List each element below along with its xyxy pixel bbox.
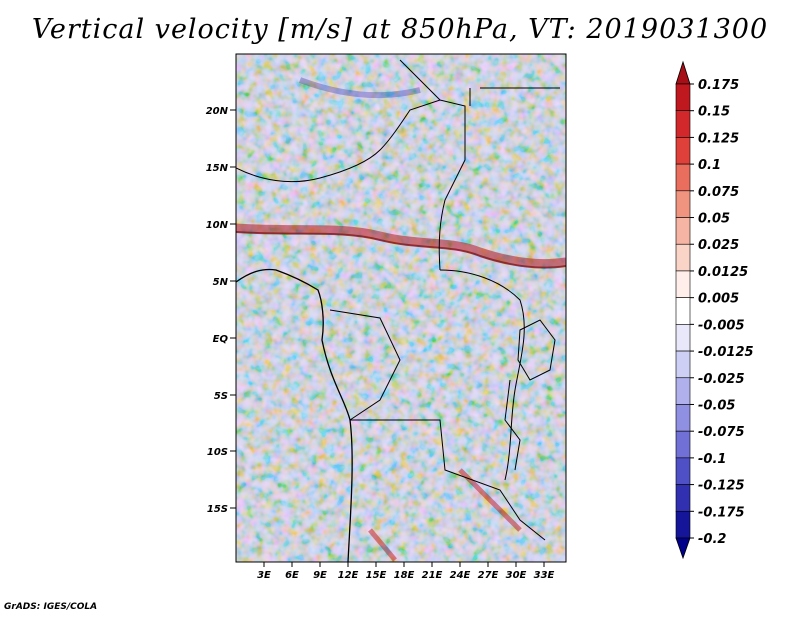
svg-text:10N: 10N [206, 220, 229, 231]
coastline [236, 268, 353, 562]
svg-text:20N: 20N [206, 106, 229, 117]
colorbar-swatch [675, 217, 691, 245]
lat-tick: 5S [214, 391, 236, 402]
colorbar-swatch [675, 110, 691, 138]
lat-tick: 5N [213, 277, 236, 288]
colorbar-swatch [675, 404, 691, 432]
colorbar: 0.175 0.15 0.125 0.1 0.075 0.05 0.025 0.0125 0.0… [675, 60, 754, 560]
ascent-band [236, 223, 566, 268]
lon-tick: 9E [313, 562, 327, 581]
lon-tick: 24E [450, 562, 471, 581]
svg-text:15N: 15N [206, 163, 229, 174]
colorbar-label: 0.0125 [698, 265, 748, 280]
svg-text:18E: 18E [394, 570, 415, 581]
colorbar-label: 0.075 [698, 185, 739, 200]
lon-tick: 21E [422, 562, 443, 581]
colorbar-label: 0.1 [698, 158, 721, 173]
svg-text:27E: 27E [478, 570, 499, 581]
colorbar-swatch [675, 137, 691, 165]
colorbar-top-arrow [675, 60, 691, 85]
svg-text:5N: 5N [213, 277, 229, 288]
colorbar-label: -0.1 [698, 452, 726, 467]
lake-outline [517, 319, 556, 381]
colorbar-label: 0.125 [698, 131, 739, 146]
lat-tick: 15N [206, 163, 236, 174]
colorbar-swatch [675, 270, 691, 298]
colorbar-label: -0.075 [698, 425, 745, 440]
colorbar-label: -0.0125 [698, 345, 754, 360]
footer-credit: GrADS: IGES/COLA [4, 602, 98, 612]
svg-text:EQ: EQ [213, 334, 229, 345]
svg-text:9E: 9E [313, 570, 327, 581]
svg-text:24E: 24E [450, 570, 471, 581]
colorbar-swatch [675, 430, 691, 459]
svg-text:5S: 5S [214, 391, 228, 402]
svg-text:15S: 15S [207, 504, 228, 515]
svg-text:3E: 3E [257, 570, 271, 581]
lat-tick: 15S [207, 504, 236, 515]
colorbar-swatch [675, 297, 691, 325]
colorbar-label: 0.175 [698, 78, 739, 93]
lat-tick: EQ [213, 334, 236, 345]
svg-text:12E: 12E [338, 570, 359, 581]
colorbar-swatch [675, 350, 691, 379]
colorbar-label: -0.175 [698, 505, 745, 520]
lon-tick: 6E [285, 562, 299, 581]
lat-axis: 20N 15N 10N 5N EQ 5S 10S 15S [206, 106, 236, 515]
map-plot-area [236, 54, 566, 562]
svg-text:21E: 21E [422, 570, 443, 581]
lat-tick: 20N [206, 106, 236, 117]
colorbar-swatch [675, 83, 691, 112]
lat-tick: 10S [207, 447, 236, 458]
svg-text:6E: 6E [285, 570, 299, 581]
colorbar-label: -0.025 [698, 372, 745, 387]
lon-tick: 3E [257, 562, 271, 581]
svg-text:30E: 30E [506, 570, 527, 581]
colorbar-label: -0.05 [698, 398, 735, 413]
lon-axis: 3E 6E 9E 12E 15E 18E 21E 24E 27E 30E 33E [257, 562, 555, 581]
svg-text:10S: 10S [207, 447, 228, 458]
lon-tick: 15E [366, 562, 387, 581]
colorbar-swatch [675, 243, 691, 272]
colorbar-label: 0.15 [698, 105, 730, 120]
colorbar-label: 0.05 [698, 212, 730, 227]
colorbar-label: -0.005 [698, 318, 745, 333]
colorbar-swatch [675, 484, 691, 512]
colorbar-swatch [675, 190, 691, 218]
colorbar-swatch [675, 377, 691, 405]
lon-tick: 27E [478, 562, 499, 581]
colorbar-label: 0.005 [698, 292, 739, 307]
lon-tick: 18E [394, 562, 415, 581]
colorbar-swatch [675, 510, 691, 539]
svg-text:33E: 33E [534, 570, 555, 581]
colorbar-label: -0.2 [698, 532, 726, 547]
border-line [236, 99, 466, 271]
lon-tick: 33E [534, 562, 555, 581]
colorbar-label: -0.125 [698, 479, 745, 494]
colorbar-swatch [675, 163, 691, 192]
colorbar-label: 0.025 [698, 238, 739, 253]
colorbar-swatch [675, 457, 691, 485]
map-title: Vertical velocity [m/s] at 850hPa, VT: 2… [31, 14, 769, 45]
svg-text:15E: 15E [366, 570, 387, 581]
lat-tick: 10N [206, 220, 236, 231]
colorbar-bottom-arrow [675, 537, 691, 560]
lon-tick: 12E [338, 562, 359, 581]
colorbar-swatch [675, 324, 691, 352]
lon-tick: 30E [506, 562, 527, 581]
map-frame [235, 53, 567, 563]
